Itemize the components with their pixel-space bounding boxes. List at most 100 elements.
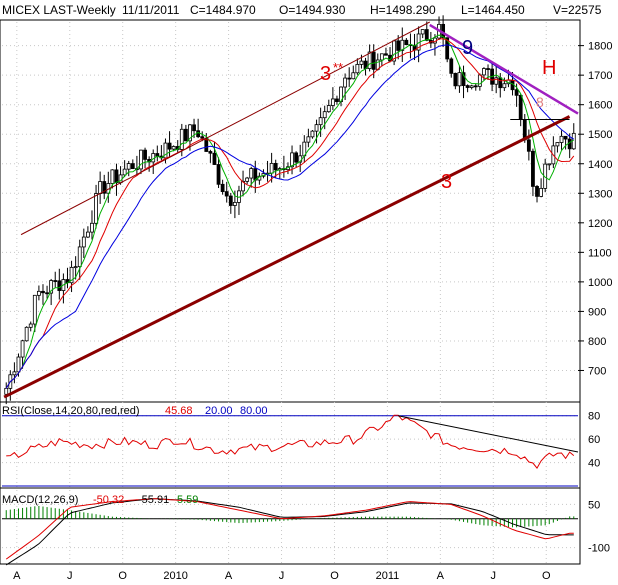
price-bar-body (183, 128, 188, 142)
price-bar-body (290, 152, 294, 168)
trendline-support (3, 115, 571, 399)
price-bar-body (359, 60, 364, 65)
price-bar-body (539, 187, 544, 197)
price-bar-body (469, 85, 474, 88)
price-bar-body (69, 266, 74, 284)
price-bar-body (306, 136, 311, 143)
price-tick-label: 1300 (588, 188, 612, 200)
price-bar-body (347, 77, 352, 80)
price-bar-body (81, 236, 86, 248)
axis-layer: A J O 2010 A J O 2011 A J O 700 800 900 1000 1100 1200 13… (13, 41, 612, 582)
x-tick-label: O (330, 570, 339, 582)
price-bar-body (273, 162, 278, 171)
price-bar-body (53, 280, 58, 282)
header-symbol: MICEX LAST-Weekly (2, 3, 116, 17)
price-bar-body (559, 135, 564, 143)
price-bar-body (465, 85, 470, 88)
price-bar-body (188, 124, 192, 142)
rsi-low-level: 20.00 (205, 405, 233, 417)
price-bar-body (228, 195, 233, 206)
price-bar-body (567, 138, 572, 150)
ma-mid-line (5, 38, 575, 389)
price-bar-body (41, 290, 45, 294)
macd-signal-line (5, 498, 574, 566)
price-bar-body (269, 162, 274, 174)
price-bar-body (445, 37, 450, 60)
macd-hist-value: 5.59 (177, 494, 198, 506)
price-tick-label: 800 (588, 336, 606, 348)
price-bar-body (200, 136, 205, 139)
x-tick-label: J (491, 570, 497, 582)
price-bar-body (326, 105, 331, 113)
wave-label-9: 9 (462, 37, 473, 59)
price-bar-body (335, 98, 339, 102)
price-bar-body (114, 169, 119, 184)
price-bar-body (371, 51, 376, 70)
price-bar-body (330, 98, 335, 106)
price-bar-body (420, 29, 425, 35)
rsi-high-level: 80.00 (240, 405, 268, 417)
price-bar-body (547, 163, 552, 166)
price-bar-body (85, 231, 90, 238)
macd-label: MACD(12,26,9) (2, 494, 78, 506)
price-bar-body (98, 181, 103, 194)
price-tick-label: 1000 (588, 277, 612, 289)
price-bar-body (16, 356, 21, 373)
price-tick-label: 1200 (588, 218, 612, 230)
price-bar-body (563, 135, 568, 140)
price-bar-body (20, 340, 25, 358)
price-bar-body (502, 83, 507, 89)
price-bar-body (245, 177, 250, 182)
price-bar-body (220, 183, 225, 193)
wave-label-h: H (542, 57, 556, 79)
price-bar-body (400, 39, 405, 51)
wave-label-3-star-suffix: ** (333, 60, 343, 75)
price-bar-body (90, 222, 94, 233)
price-bar-body (355, 64, 360, 74)
price-bar-body (208, 151, 213, 154)
price-bar-body (249, 168, 254, 179)
grid (2, 22, 578, 564)
macd-tick-label: -100 (588, 543, 610, 555)
x-tick-label: 2011 (376, 570, 400, 582)
price-bar-body (216, 164, 221, 185)
rsi-layer (2, 414, 579, 487)
price-bar-body (318, 117, 323, 126)
trendline-resistance (429, 23, 579, 115)
wave-label-3: 3 (441, 171, 452, 193)
x-tick-label: O (542, 570, 551, 582)
price-bar-body (171, 146, 176, 150)
price-bar-body (477, 74, 482, 87)
macd-panel-frame (0, 487, 581, 565)
price-bar-body (167, 142, 172, 150)
price-tick-label: 1800 (588, 41, 612, 53)
price-bar-body (12, 371, 17, 376)
trendline-channel-top (20, 21, 430, 236)
price-bar-body (518, 94, 523, 120)
rsi-value: 45.68 (165, 405, 193, 417)
header-high: H=1498.290 (370, 3, 436, 17)
price-bar-body (126, 163, 131, 170)
price-bar-body (535, 186, 539, 197)
price-bar-body (526, 139, 531, 152)
price-bar-body (424, 29, 429, 41)
macd-value: -50.32 (93, 494, 124, 506)
price-bar-body (179, 128, 184, 150)
price-bar-body (73, 266, 78, 269)
price-bar-body (36, 290, 41, 296)
price-bar-body (232, 201, 237, 206)
price-bar-body (94, 193, 98, 224)
price-bar-body (514, 89, 519, 96)
price-bar-body (224, 191, 229, 197)
price-bar-body (110, 169, 115, 184)
price-bar-body (343, 77, 348, 88)
macd-signal-value: -55.91 (138, 494, 169, 506)
x-tick-label: 2010 (163, 570, 187, 582)
price-tick-label: 1700 (588, 70, 612, 82)
price-bar-body (310, 130, 315, 138)
wave-label-3-star: 3 (320, 63, 331, 85)
rsi-label: RSI(Close,14,20,80,red,red) (2, 405, 140, 417)
price-bar-body (294, 152, 299, 163)
price-bar-body (322, 111, 327, 119)
